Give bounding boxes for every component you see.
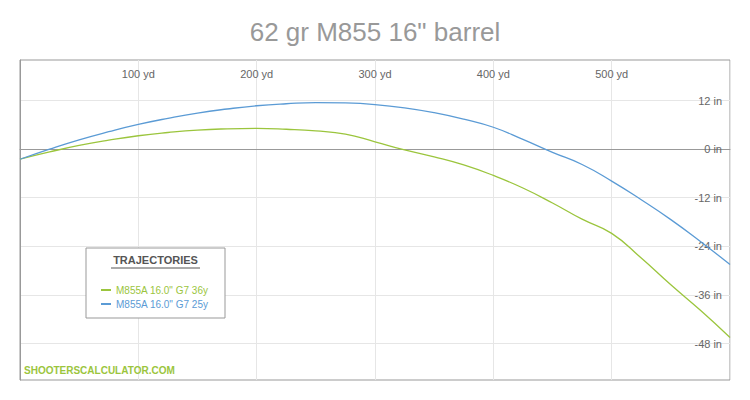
svg-text:12 in: 12 in (698, 95, 722, 107)
svg-text:200 yd: 200 yd (240, 68, 273, 80)
svg-text:M855A 16.0" G7 25y: M855A 16.0" G7 25y (116, 299, 208, 310)
svg-text:400 yd: 400 yd (477, 68, 510, 80)
svg-text:-24 in: -24 in (694, 240, 722, 252)
svg-text:SHOOTERSCALCULATOR.COM: SHOOTERSCALCULATOR.COM (24, 365, 175, 376)
svg-text:M855A 16.0" G7 36y: M855A 16.0" G7 36y (116, 285, 208, 296)
svg-text:0 in: 0 in (704, 143, 722, 155)
svg-text:62 gr M855 16" barrel: 62 gr M855 16" barrel (250, 17, 501, 47)
svg-text:-12 in: -12 in (694, 192, 722, 204)
svg-text:-48 in: -48 in (694, 338, 722, 350)
svg-text:500 yd: 500 yd (595, 68, 628, 80)
svg-text:300 yd: 300 yd (358, 68, 391, 80)
svg-text:TRAJECTORIES: TRAJECTORIES (113, 254, 198, 266)
svg-text:100 yd: 100 yd (122, 68, 155, 80)
svg-text:-36 in: -36 in (694, 289, 722, 301)
